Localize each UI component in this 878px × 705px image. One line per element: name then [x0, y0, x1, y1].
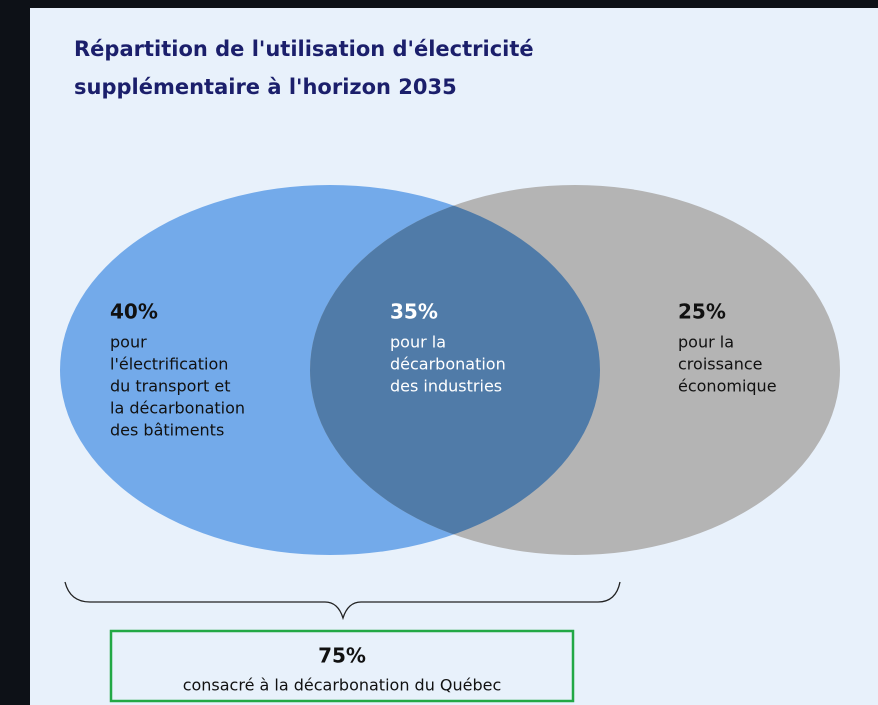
- region-line: pour: [110, 333, 147, 352]
- region-line: croissance: [678, 355, 763, 374]
- labels: 40% pour l'électrification du transport et l…: [110, 300, 777, 440]
- region-line: l'électrification: [110, 355, 228, 374]
- region-line: du transport et: [110, 377, 231, 396]
- region-value: 35%: [390, 300, 438, 324]
- summary-text: consacré à la décarbonation du Québec: [183, 676, 502, 695]
- title-line: Répartition de l'utilisation d'électrici…: [74, 37, 534, 61]
- region-line: des bâtiments: [110, 421, 224, 440]
- region-line: des industries: [390, 377, 502, 396]
- summary-value: 75%: [318, 644, 366, 668]
- region-line: économique: [678, 377, 777, 396]
- region-line: la décarbonation: [110, 399, 245, 418]
- overlap: [310, 185, 600, 555]
- region-line: pour la: [390, 333, 446, 352]
- summary-box: [109, 629, 575, 703]
- brace: [64, 581, 621, 621]
- region-line: décarbonation: [390, 355, 506, 374]
- region-value: 40%: [110, 300, 158, 324]
- title-line: supplémentaire à l'horizon 2035: [74, 75, 457, 99]
- region-line: pour la: [678, 333, 734, 352]
- region-value: 25%: [678, 300, 726, 324]
